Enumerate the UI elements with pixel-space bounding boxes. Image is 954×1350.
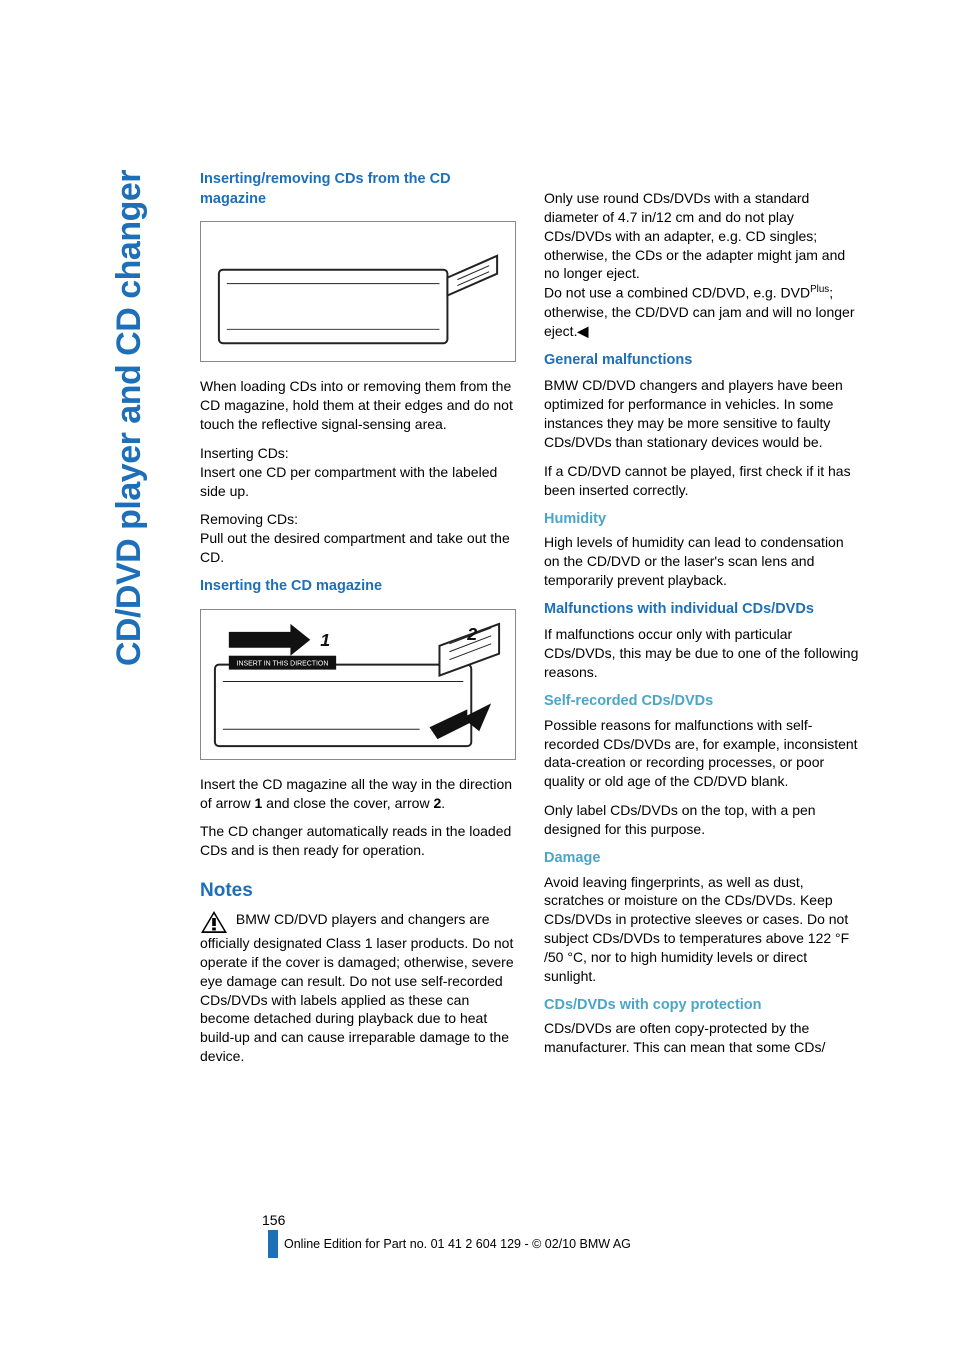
para-damage: Avoid leaving fingerprints, as well as d… [544, 873, 860, 986]
para-self-2: Only label CDs/DVDs on the top, with a p… [544, 801, 860, 839]
text-sup-plus: Plus [810, 284, 829, 295]
left-column: Inserting/removing CDs from the CD magaz… [200, 170, 516, 1076]
page: CD/DVD player and CD changer Inserting/r… [0, 0, 954, 1350]
para-loading: When loading CDs into or removing them f… [200, 377, 516, 434]
para-general-1: BMW CD/DVD changers and players have bee… [544, 376, 860, 452]
svg-text:2: 2 [466, 624, 477, 644]
text-warning: BMW CD/DVD players and changers are offi… [200, 911, 514, 1064]
para-humidity: High levels of humidity can lead to cond… [544, 533, 860, 590]
text-removing: Pull out the desired compartment and tak… [200, 530, 510, 565]
text-insert-mid: and close the cover, arrow [262, 795, 433, 811]
para-copy: CDs/DVDs are often copy-protected by the… [544, 1019, 860, 1057]
heading-individual-malfunctions: Malfunctions with individual CDs/DVDs [544, 600, 860, 620]
para-self-1: Possible reasons for malfunctions with s… [544, 716, 860, 792]
figure-label-insert-direction: INSERT IN THIS DIRECTION [237, 660, 329, 667]
para-auto-read: The CD changer automatically reads in th… [200, 822, 516, 860]
para-general-2: If a CD/DVD cannot be played, first chec… [544, 462, 860, 500]
warning-icon [200, 910, 228, 934]
figure-magazine-eject [200, 221, 516, 362]
heading-copy-protection: CDs/DVDs with copy protection [544, 996, 860, 1016]
footer-accent-bar [268, 1230, 278, 1258]
right-column: Only use round CDs/DVDs with a standard … [544, 170, 860, 1076]
heading-humidity: Humidity [544, 510, 860, 530]
content-columns: Inserting/removing CDs from the CD magaz… [200, 170, 874, 1076]
end-marker-icon: ◀ [577, 323, 588, 339]
para-individual: If malfunctions occur only with particul… [544, 625, 860, 682]
label-removing: Removing CDs: [200, 511, 298, 527]
svg-text:1: 1 [320, 629, 330, 649]
page-footer: 156 Online Edition for Part no. 01 41 2 … [200, 1212, 874, 1258]
text-insert-after: . [441, 795, 445, 811]
text-round-before: Only use round CDs/DVDs with a standard … [544, 190, 845, 301]
footer-bar: Online Edition for Part no. 01 41 2 604 … [200, 1230, 874, 1258]
heading-insert-magazine: Inserting the CD magazine [200, 577, 516, 597]
para-warning: BMW CD/DVD players and changers are offi… [200, 910, 516, 1066]
label-inserting: Inserting CDs: [200, 445, 289, 461]
figure-magazine-insert: INSERT IN THIS DIRECTION 2 1 [200, 609, 516, 760]
para-inserting: Inserting CDs: Insert one CD per compart… [200, 444, 516, 501]
para-round-cds: Only use round CDs/DVDs with a standard … [544, 170, 860, 341]
text-inserting: Insert one CD per compartment with the l… [200, 464, 497, 499]
footer-edition-text: Online Edition for Part no. 01 41 2 604 … [284, 1237, 631, 1251]
para-removing: Removing CDs: Pull out the desired compa… [200, 510, 516, 567]
section-tab: CD/DVD player and CD changer [110, 170, 149, 666]
heading-general-malfunctions: General malfunctions [544, 351, 860, 371]
page-number: 156 [262, 1212, 874, 1228]
heading-notes: Notes [200, 878, 516, 904]
heading-insert-remove: Inserting/removing CDs from the CD magaz… [200, 170, 516, 209]
para-insert-direction: Insert the CD magazine all the way in th… [200, 775, 516, 813]
heading-damage: Damage [544, 849, 860, 869]
heading-self-recorded: Self-recorded CDs/DVDs [544, 692, 860, 712]
